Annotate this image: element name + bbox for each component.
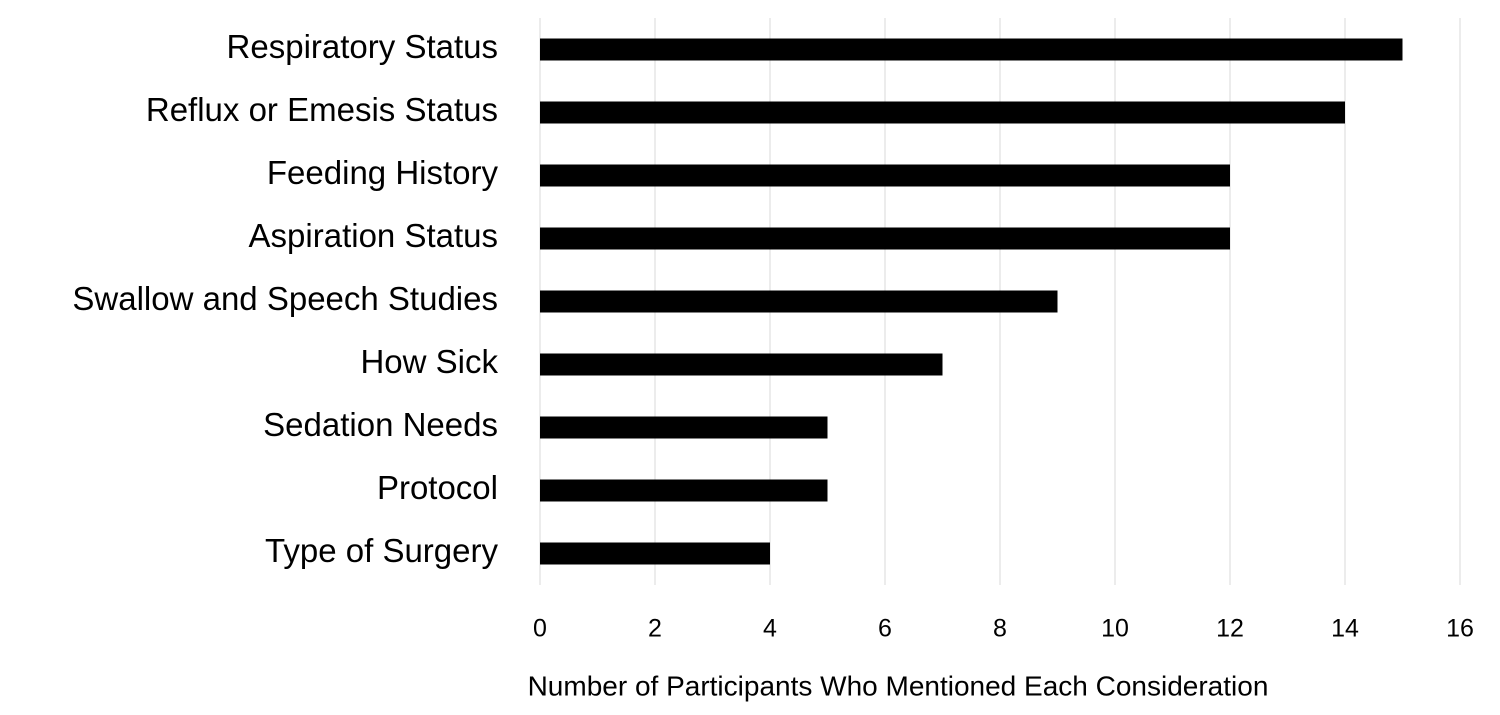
bar [540,227,1230,250]
x-tick-label: 0 [533,615,547,643]
bar [540,479,828,502]
bar [540,542,770,565]
bar [540,101,1345,124]
x-tick-label: 16 [1446,615,1474,643]
bar [540,38,1403,61]
y-tick-label: How Sick [360,343,498,380]
bar [540,416,828,439]
x-tick-label: 4 [763,615,777,643]
bar [540,353,943,376]
y-tick-label: Type of Surgery [265,532,498,569]
x-tick-label: 8 [993,615,1007,643]
x-tick-label: 12 [1216,615,1244,643]
y-tick-label: Swallow and Speech Studies [72,280,498,317]
x-axis-title: Number of Participants Who Mentioned Eac… [528,670,1269,701]
bar [540,164,1230,187]
x-tick-label: 10 [1101,615,1129,643]
x-tick-label: 2 [648,615,662,643]
y-tick-label: Reflux or Emesis Status [146,91,498,128]
y-tick-label: Aspiration Status [249,217,498,254]
x-tick-label: 14 [1331,615,1359,643]
y-tick-label: Sedation Needs [263,406,498,443]
x-tick-label: 6 [878,615,892,643]
y-tick-label: Protocol [377,469,498,506]
y-tick-label: Respiratory Status [227,28,498,65]
y-tick-label: Feeding History [267,154,499,191]
bar [540,290,1058,313]
